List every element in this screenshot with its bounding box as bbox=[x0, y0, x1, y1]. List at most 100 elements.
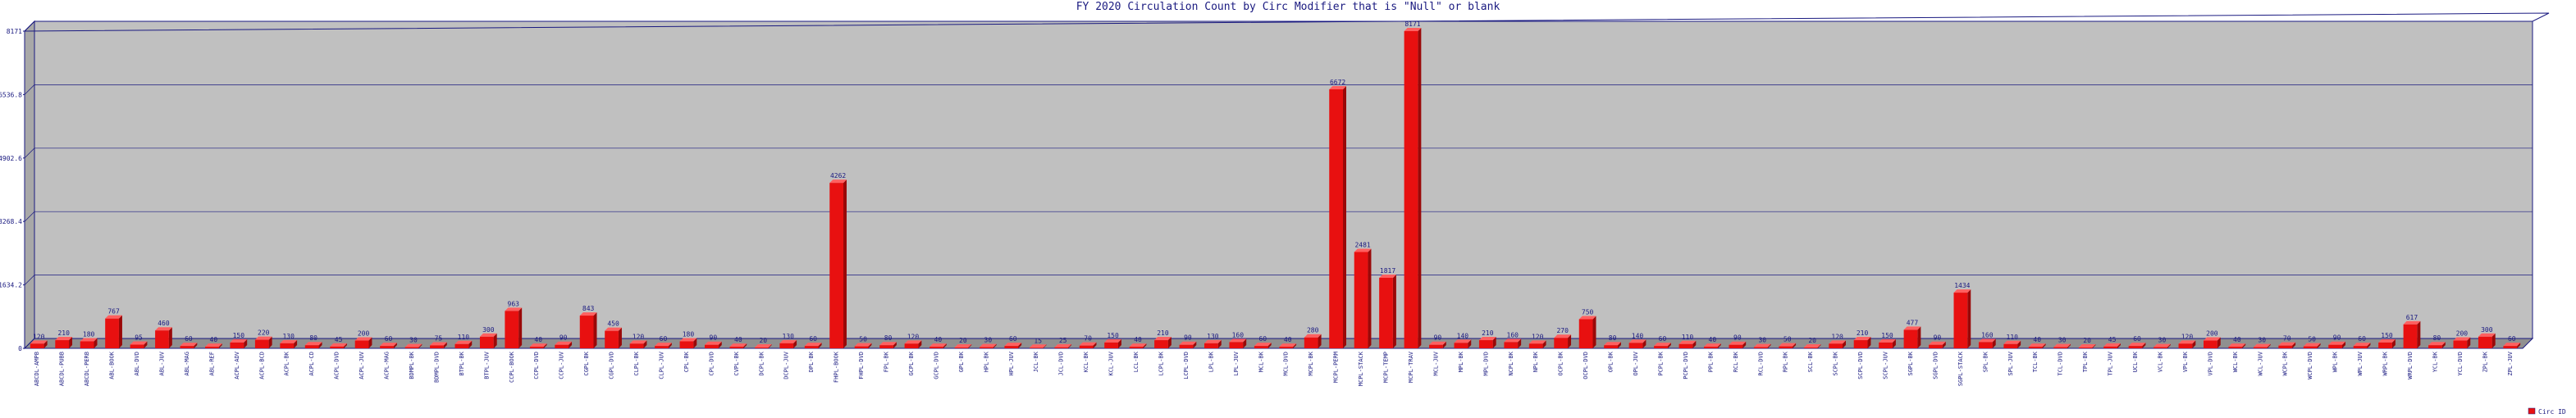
x-tick-label: TCL-DVD bbox=[2058, 352, 2064, 376]
bar bbox=[1554, 338, 1569, 348]
x-tick-label: MCPL-STACK bbox=[1358, 351, 1364, 386]
bar-side bbox=[468, 340, 473, 348]
bar-side bbox=[194, 343, 198, 348]
bar-top bbox=[1554, 334, 1572, 338]
bar bbox=[2328, 344, 2342, 348]
bar-top bbox=[280, 339, 298, 343]
bar-top bbox=[904, 340, 922, 344]
value-label: 210 bbox=[1857, 329, 1869, 337]
bar-top bbox=[1254, 343, 1272, 347]
bar-side bbox=[2417, 320, 2421, 348]
bar-side bbox=[2267, 343, 2271, 348]
value-label: 70 bbox=[1084, 335, 1092, 343]
bar-side bbox=[1817, 344, 1821, 348]
bar-side bbox=[1867, 337, 1871, 348]
bar bbox=[679, 341, 694, 348]
bar bbox=[1304, 337, 1318, 348]
x-tick-label: CVPL-BK bbox=[733, 351, 740, 375]
x-tick-label: LPL-BK bbox=[1208, 351, 1214, 372]
value-label: 120 bbox=[2181, 333, 2194, 340]
value-label: 20 bbox=[959, 337, 967, 344]
bar-top bbox=[230, 338, 248, 343]
bar bbox=[105, 318, 119, 348]
bar bbox=[1879, 342, 1893, 348]
bar-side bbox=[793, 339, 797, 348]
bar-top bbox=[55, 337, 73, 341]
bar-side bbox=[43, 340, 48, 348]
bar bbox=[2303, 346, 2318, 348]
bar-side bbox=[2492, 333, 2496, 348]
x-tick-label: SCPL-BK bbox=[1833, 351, 1839, 375]
grid-line bbox=[24, 20, 35, 32]
bar bbox=[1829, 343, 1843, 348]
bar-top bbox=[2453, 337, 2471, 341]
bar-top bbox=[2503, 343, 2521, 347]
value-label: 20 bbox=[1808, 337, 1816, 344]
value-label: 210 bbox=[57, 329, 70, 337]
value-label: 40 bbox=[1709, 336, 1717, 343]
x-tick-label: OPL-BK bbox=[1608, 351, 1615, 372]
bar-side bbox=[368, 337, 372, 348]
bar bbox=[529, 347, 544, 348]
back-wall bbox=[34, 20, 2533, 339]
bar-side bbox=[1143, 343, 1147, 348]
value-label: 200 bbox=[358, 330, 370, 338]
bar-side bbox=[1592, 316, 1596, 348]
value-label: 617 bbox=[2406, 314, 2418, 321]
value-label: 90 bbox=[2333, 334, 2341, 342]
bar-side bbox=[1468, 339, 1472, 348]
chart-title: FY 2020 Circulation Count by Circ Modifi… bbox=[1076, 1, 1500, 13]
x-tick-label: LCPL-BK bbox=[1158, 351, 1164, 375]
value-label: 15 bbox=[1034, 337, 1042, 344]
x-tick-label: YCL-BK bbox=[2432, 351, 2438, 372]
bar-top bbox=[130, 341, 148, 345]
bar-top bbox=[579, 312, 597, 316]
bar bbox=[130, 344, 144, 348]
x-tick-label: PCPL-BK bbox=[1657, 351, 1664, 375]
bar-side bbox=[218, 343, 222, 348]
x-tick-label: GCPL-BK bbox=[908, 351, 915, 375]
value-label: 90 bbox=[1733, 334, 1742, 342]
x-tick-label: WRPL-DVD bbox=[2407, 352, 2414, 379]
bar bbox=[1604, 345, 1618, 348]
value-label: 50 bbox=[1784, 336, 1792, 343]
bar bbox=[55, 340, 70, 348]
value-label: 200 bbox=[2456, 330, 2469, 338]
x-tick-label: WPL-BK bbox=[2332, 351, 2339, 372]
bar-side bbox=[668, 343, 672, 348]
bar-side bbox=[268, 336, 272, 348]
bar-side bbox=[1117, 338, 1121, 348]
x-tick-label: DCPL-BK bbox=[758, 351, 765, 375]
x-tick-label: MCPL-TEMP bbox=[1383, 352, 1390, 383]
bar-top bbox=[2403, 320, 2421, 325]
bar-top bbox=[2253, 343, 2271, 348]
grid-line bbox=[24, 148, 35, 159]
bar bbox=[1279, 347, 1294, 348]
bar-side bbox=[1368, 248, 1372, 348]
bar-top bbox=[1903, 326, 1921, 330]
value-label: 130 bbox=[282, 333, 295, 340]
bar-side bbox=[968, 344, 972, 348]
x-tick-label: TPL-BK bbox=[2082, 351, 2089, 372]
bar bbox=[30, 343, 44, 348]
x-tick-label: HPL-JUV bbox=[1008, 351, 1015, 375]
bar-top bbox=[705, 341, 722, 345]
x-tick-label: WCPL-DVD bbox=[2307, 352, 2313, 379]
value-label: 60 bbox=[385, 335, 393, 343]
value-label: 120 bbox=[907, 333, 920, 340]
bar-top bbox=[679, 338, 697, 342]
bar bbox=[1478, 340, 1493, 348]
value-label: 50 bbox=[2308, 336, 2316, 343]
bar-top bbox=[2154, 343, 2171, 348]
bar-side bbox=[1742, 341, 1747, 348]
bar-side bbox=[1842, 340, 1846, 348]
bar bbox=[1104, 342, 1118, 348]
bar-top bbox=[804, 343, 822, 347]
x-tick-label: VCL-BK bbox=[2157, 351, 2163, 372]
y-tick-label: 4902.6 bbox=[0, 155, 22, 162]
x-tick-label: BTPL-JUV bbox=[483, 351, 490, 379]
value-label: 90 bbox=[1184, 334, 1192, 342]
bar bbox=[605, 330, 619, 348]
value-label: 60 bbox=[2358, 335, 2366, 343]
bar bbox=[1254, 346, 1268, 348]
